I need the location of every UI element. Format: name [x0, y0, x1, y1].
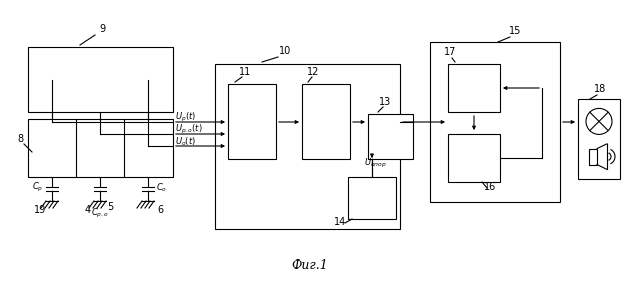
- Text: $U_р(t)$: $U_р(t)$: [175, 111, 196, 124]
- Text: 9: 9: [99, 24, 105, 34]
- Text: 14: 14: [334, 217, 346, 227]
- Text: $C_р$: $C_р$: [33, 181, 44, 195]
- Text: 5: 5: [107, 202, 113, 212]
- Bar: [348, 177, 396, 219]
- Text: $C_{р.о}$: $C_{р.о}$: [91, 206, 109, 219]
- Bar: [368, 114, 413, 159]
- Bar: [228, 84, 276, 159]
- Bar: [302, 84, 350, 159]
- Text: 19: 19: [34, 205, 46, 215]
- Text: 11: 11: [239, 67, 251, 77]
- Text: 15: 15: [509, 26, 521, 36]
- Text: 13: 13: [379, 97, 391, 107]
- Text: 10: 10: [279, 46, 291, 56]
- Bar: [578, 99, 620, 179]
- Text: $U_{опор}$: $U_{опор}$: [364, 157, 387, 170]
- Bar: [448, 134, 500, 182]
- Text: $U_{р.о}(t)$: $U_{р.о}(t)$: [175, 123, 203, 137]
- Text: 4: 4: [85, 205, 91, 215]
- Bar: [430, 42, 560, 202]
- Bar: [28, 119, 173, 177]
- Bar: [448, 64, 500, 112]
- Text: 17: 17: [444, 47, 456, 57]
- Bar: [28, 47, 173, 112]
- Text: 18: 18: [594, 84, 606, 94]
- Text: 6: 6: [157, 205, 163, 215]
- Text: 16: 16: [484, 182, 496, 192]
- Text: $C_о$: $C_о$: [156, 181, 168, 194]
- Bar: [589, 148, 597, 165]
- Text: 8: 8: [17, 134, 23, 144]
- Text: $U_о(t)$: $U_о(t)$: [175, 135, 196, 148]
- Bar: [215, 64, 400, 229]
- Text: 12: 12: [307, 67, 319, 77]
- Text: Фиг.1: Фиг.1: [292, 259, 328, 272]
